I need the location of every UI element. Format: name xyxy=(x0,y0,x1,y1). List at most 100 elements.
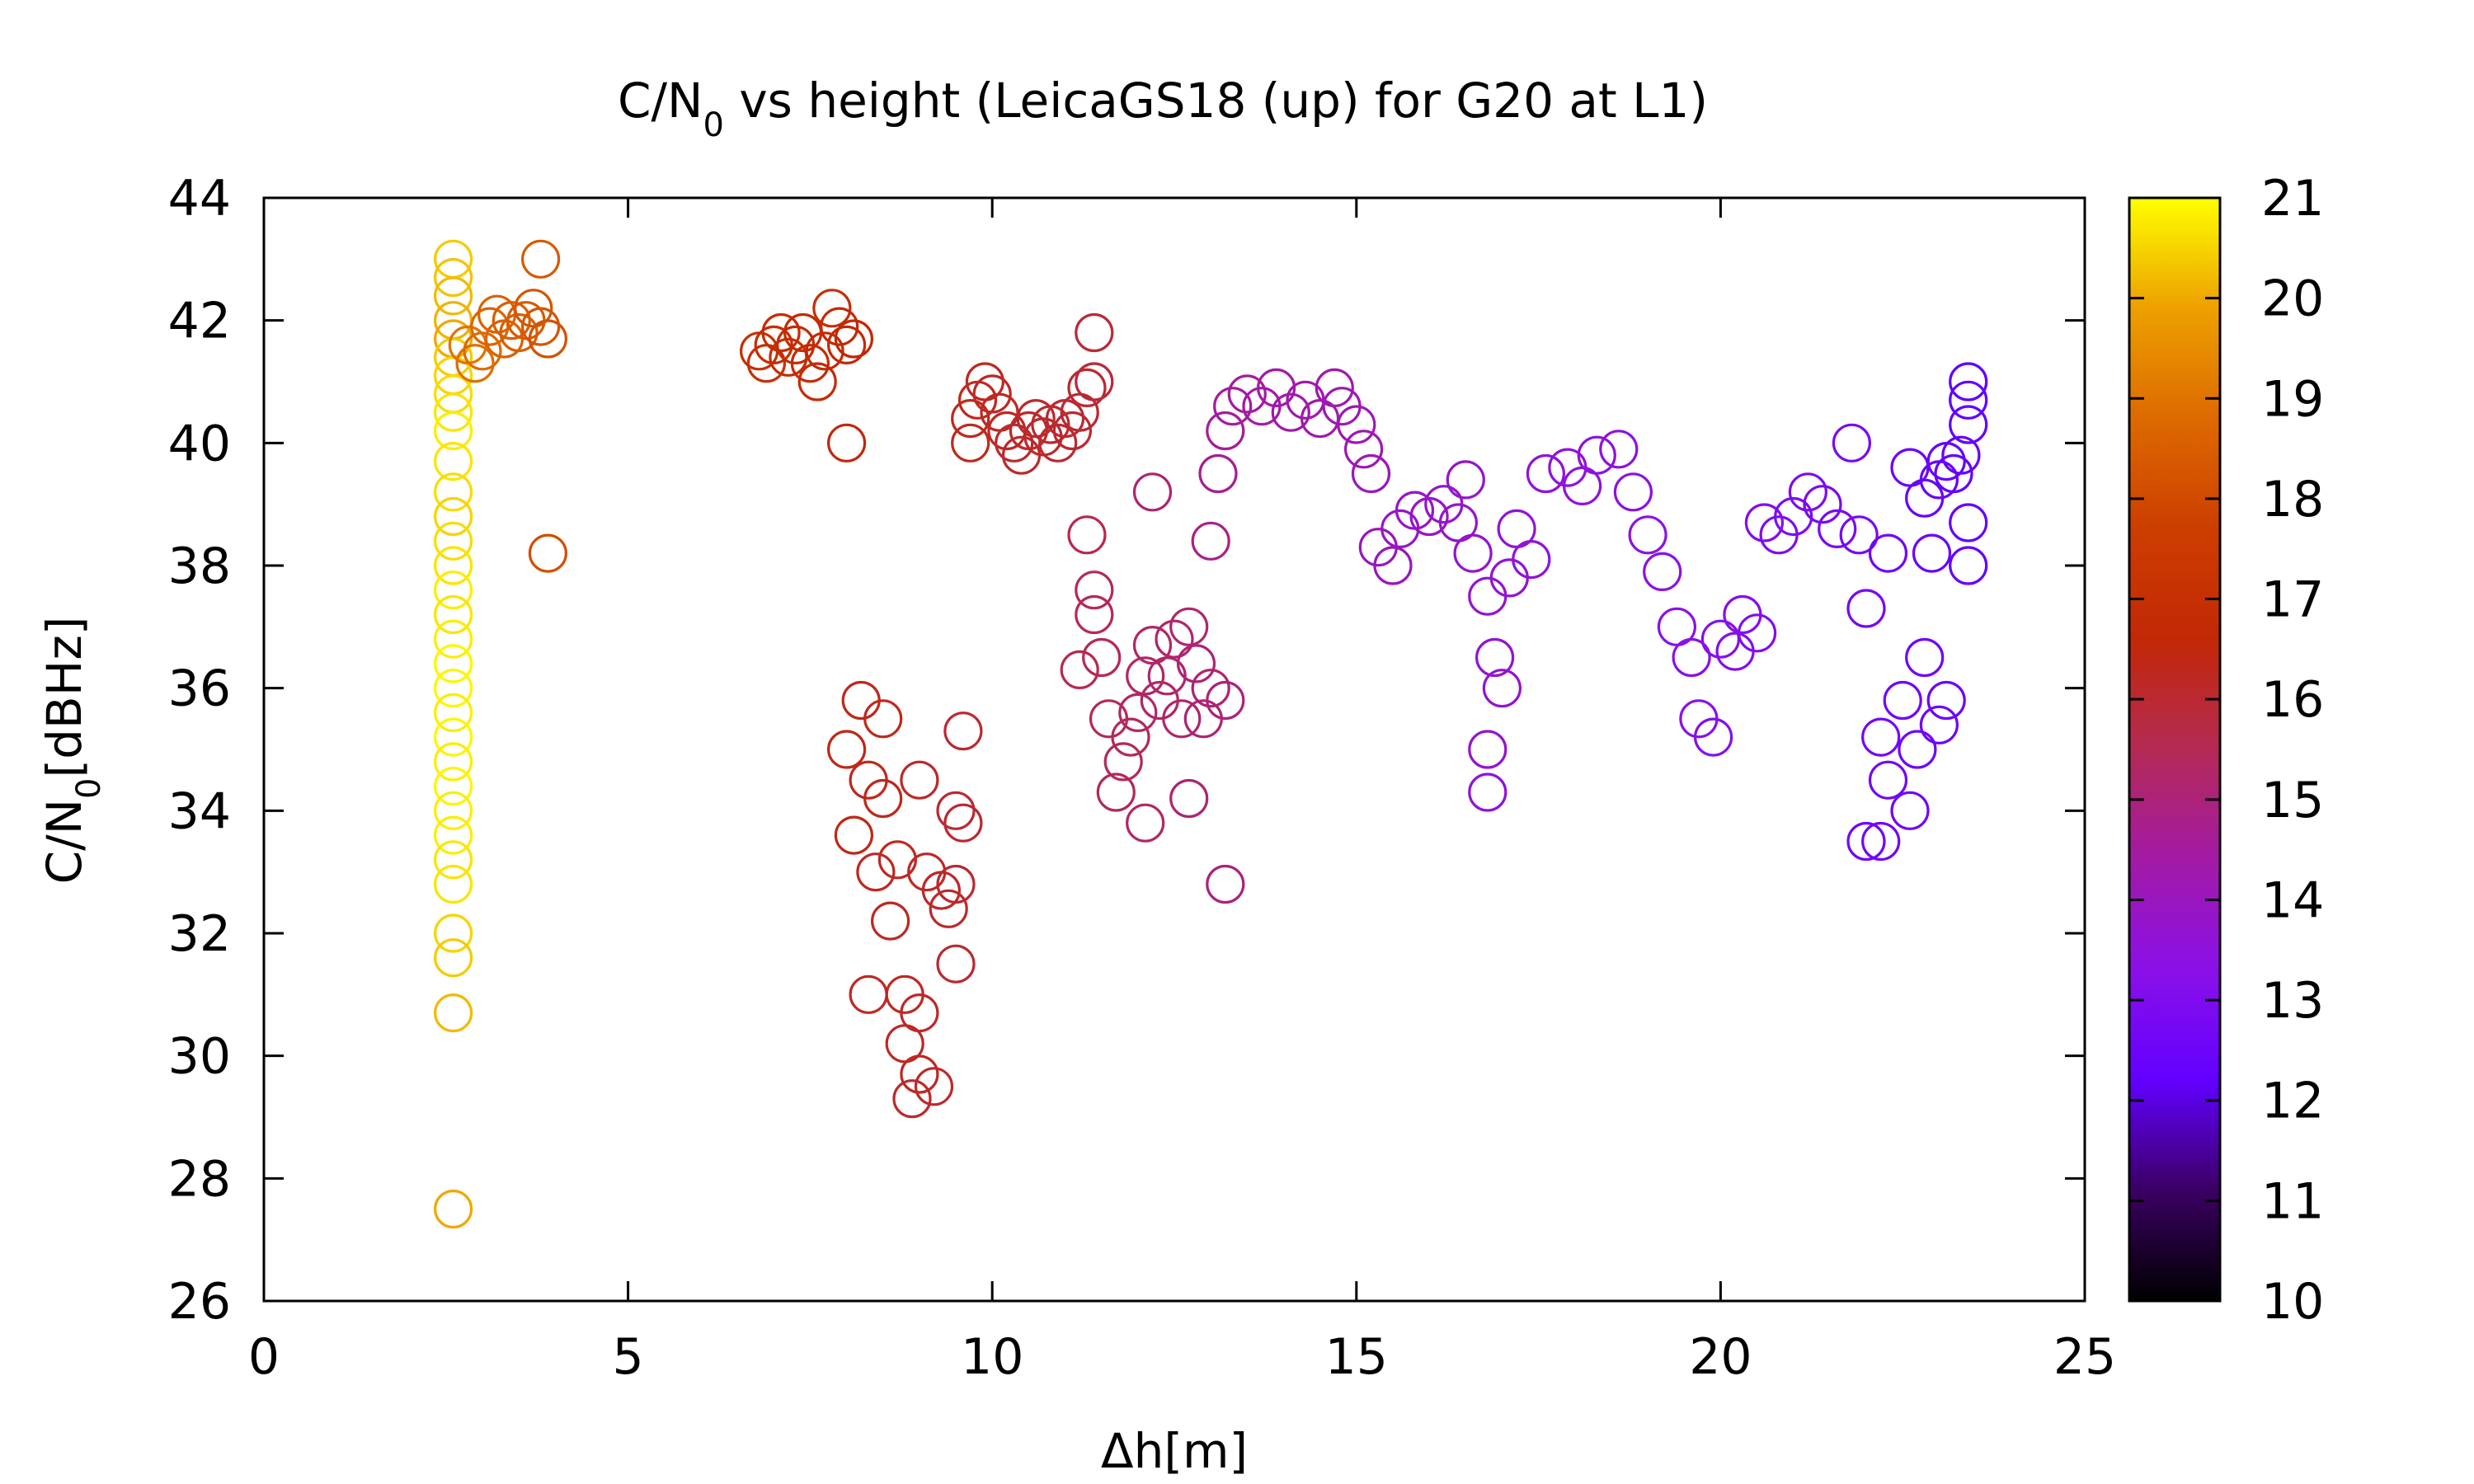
data-point xyxy=(433,441,473,481)
data-point xyxy=(1198,453,1238,494)
data-point xyxy=(1868,760,1908,800)
data-point xyxy=(499,312,539,353)
data-point xyxy=(1941,435,1981,475)
data-point xyxy=(1256,368,1296,407)
data-point xyxy=(1861,821,1901,862)
data-point xyxy=(1446,460,1485,500)
data-point xyxy=(455,344,495,383)
data-point xyxy=(1075,571,1114,610)
data-point xyxy=(900,1054,939,1094)
data-point xyxy=(1126,803,1165,843)
data-point xyxy=(1512,539,1551,580)
y-tick-label: 30 xyxy=(168,1028,231,1086)
y-tick-label: 28 xyxy=(168,1150,231,1208)
data-point xyxy=(1052,411,1093,451)
data-point xyxy=(1060,650,1099,690)
data-point xyxy=(951,423,990,463)
chart-title: C/N0 vs height (LeicaGS18 (up) for G20 a… xyxy=(618,73,1708,144)
data-point xyxy=(1744,503,1784,542)
data-point xyxy=(797,362,837,402)
data-point xyxy=(1949,546,1988,585)
y-axis-label: C/N0[dBHz] xyxy=(36,617,108,885)
data-point xyxy=(863,778,903,819)
data-point xyxy=(1103,742,1143,782)
data-point xyxy=(826,423,867,463)
data-point xyxy=(1155,619,1194,659)
data-point xyxy=(936,944,976,984)
data-point xyxy=(1126,656,1165,696)
data-point xyxy=(1082,637,1122,678)
data-point xyxy=(914,1067,954,1106)
data-point xyxy=(528,533,568,573)
data-point xyxy=(1890,791,1930,830)
data-point xyxy=(900,760,939,800)
data-point xyxy=(433,619,473,659)
y-axis-label-sub: 0 xyxy=(70,778,108,799)
data-point xyxy=(1373,546,1413,585)
data-point xyxy=(1468,730,1507,769)
data-point xyxy=(433,993,473,1033)
data-point xyxy=(826,730,867,769)
data-point xyxy=(1075,312,1114,353)
x-tick-label: 10 xyxy=(961,1328,1023,1386)
data-point xyxy=(433,840,473,880)
data-point xyxy=(834,319,874,359)
data-point xyxy=(1206,411,1245,451)
chart-title-suffix: vs height (LeicaGS18 (up) for G20 at L1) xyxy=(724,73,1708,129)
y-tick-label: 42 xyxy=(168,293,231,350)
data-point xyxy=(1067,515,1107,555)
colorbar-tick-label: 16 xyxy=(2261,671,2324,729)
data-point xyxy=(463,331,502,371)
colorbar-tick-label: 11 xyxy=(2261,1172,2324,1230)
data-point xyxy=(1628,515,1667,555)
data-point xyxy=(951,399,990,439)
data-point xyxy=(1846,589,1886,628)
data-point xyxy=(1905,637,1945,678)
data-point xyxy=(1949,380,1988,420)
colorbar-tick-label: 10 xyxy=(2261,1273,2324,1331)
colorbar-tick-label: 21 xyxy=(2261,170,2324,228)
data-point xyxy=(1191,521,1230,561)
y-tick-label: 44 xyxy=(168,170,231,228)
data-point xyxy=(805,331,844,371)
data-point xyxy=(1839,515,1879,555)
data-point xyxy=(433,258,473,298)
data-point xyxy=(1147,656,1187,696)
data-point xyxy=(1351,453,1391,494)
data-point xyxy=(1111,717,1150,757)
data-point xyxy=(1919,705,1959,744)
data-point xyxy=(433,546,473,585)
data-point xyxy=(1738,613,1777,653)
data-point xyxy=(1475,637,1515,678)
data-point xyxy=(1934,453,1973,494)
data-point xyxy=(433,864,473,904)
data-point xyxy=(1672,637,1711,678)
data-point xyxy=(1169,778,1209,819)
data-point xyxy=(433,742,473,782)
data-point xyxy=(433,276,473,316)
data-point xyxy=(1067,368,1107,407)
data-point xyxy=(1096,773,1136,812)
data-point xyxy=(1206,680,1245,721)
data-point xyxy=(936,791,976,830)
data-point xyxy=(1613,472,1653,512)
data-point xyxy=(1271,392,1310,432)
data-point xyxy=(1643,552,1682,592)
data-point xyxy=(1453,533,1493,573)
data-point xyxy=(1890,448,1930,487)
data-point xyxy=(528,319,568,359)
data-point xyxy=(1832,423,1871,463)
data-point xyxy=(1868,533,1908,573)
data-point xyxy=(1818,509,1857,549)
data-point xyxy=(492,301,531,340)
data-point xyxy=(1409,496,1449,537)
data-point xyxy=(1861,717,1901,757)
colorbar-tick-label: 14 xyxy=(2261,871,2324,929)
data-point xyxy=(877,840,918,880)
data-point xyxy=(433,938,473,978)
x-axis-label: Δh[m] xyxy=(1101,1423,1248,1479)
data-point xyxy=(1926,680,1966,721)
y-tick-label: 32 xyxy=(168,905,231,963)
data-point xyxy=(1468,576,1507,616)
data-point xyxy=(433,472,473,512)
